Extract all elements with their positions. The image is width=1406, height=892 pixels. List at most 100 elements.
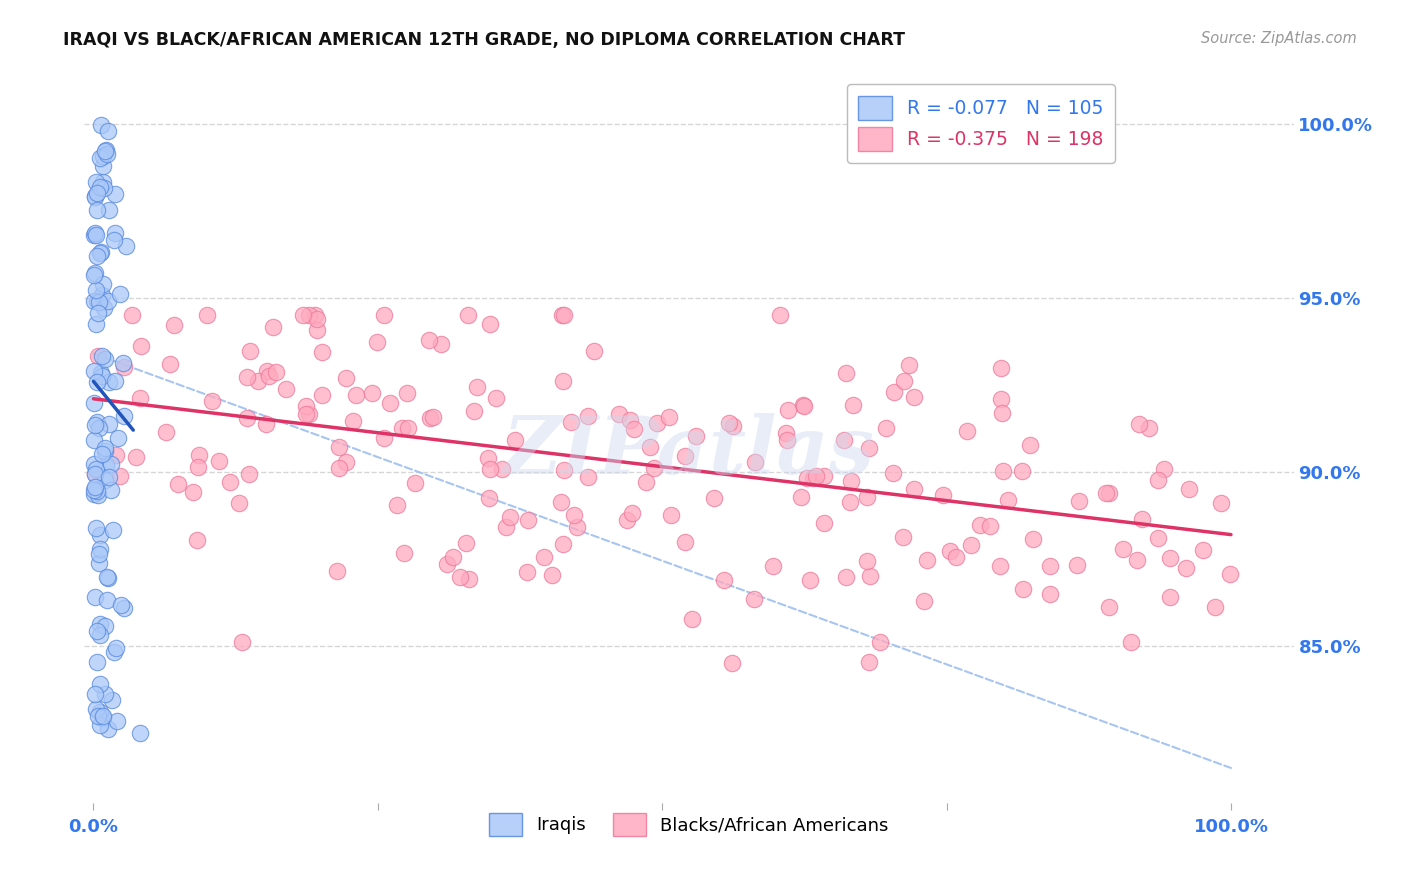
Point [1039,587,1062,601]
Point [264,365,287,379]
Point [859,569,882,583]
Point [436,558,458,572]
Point [274,382,297,396]
Point [89,295,111,310]
Point [636,475,658,489]
Text: ZIPatlas: ZIPatlas [503,413,875,491]
Point [945,550,967,565]
Point [83,457,105,471]
Point [463,404,485,418]
Point [108,468,131,483]
Point [100,483,122,497]
Point [562,508,585,522]
Point [325,564,347,578]
Point [97,124,120,138]
Point [112,409,135,424]
Point [256,417,278,431]
Point [796,471,818,485]
Point [717,416,740,430]
Point [477,491,499,506]
Point [83,483,105,497]
Point [83,480,105,494]
Point [1128,417,1150,432]
Point [107,714,129,728]
Point [1174,560,1197,574]
Point [84,418,107,433]
Point [659,508,682,522]
Point [328,440,350,454]
Point [112,601,135,615]
Point [673,535,696,549]
Point [1159,591,1181,605]
Point [89,627,111,641]
Text: Source: ZipAtlas.com: Source: ZipAtlas.com [1201,31,1357,46]
Point [499,510,522,524]
Point [94,458,117,473]
Point [104,226,127,240]
Point [883,384,905,399]
Point [623,422,645,436]
Point [769,308,792,322]
Point [155,425,177,439]
Point [1153,462,1175,476]
Point [86,415,108,429]
Point [776,433,799,447]
Point [311,388,333,402]
Point [553,308,575,322]
Point [991,464,1014,478]
Point [262,319,284,334]
Point [108,286,131,301]
Point [550,308,572,322]
Point [208,454,231,468]
Point [839,474,862,488]
Point [477,450,499,465]
Point [449,570,471,584]
Point [550,495,572,509]
Point [90,118,112,132]
Point [979,519,1001,533]
Point [84,189,107,203]
Point [83,227,105,242]
Point [96,592,118,607]
Point [856,491,879,505]
Point [105,448,128,462]
Point [1137,421,1160,435]
Point [792,398,814,412]
Point [1219,566,1241,581]
Point [295,407,318,421]
Point [1011,464,1033,478]
Point [89,528,111,542]
Point [893,375,915,389]
Point [419,411,441,425]
Point [387,499,409,513]
Point [186,533,208,548]
Point [441,549,464,564]
Point [842,398,865,412]
Point [84,461,107,475]
Point [163,318,186,332]
Point [86,655,108,669]
Point [91,368,114,383]
Point [553,462,575,476]
Point [762,558,785,573]
Point [858,655,880,669]
Point [839,495,862,509]
Point [305,323,328,337]
Point [89,705,111,719]
Point [422,409,444,424]
Point [98,203,121,218]
Point [86,249,108,263]
Point [897,358,920,372]
Point [84,283,107,297]
Point [673,449,696,463]
Point [94,144,117,158]
Point [582,343,605,358]
Point [1012,582,1035,596]
Point [893,530,915,544]
Point [94,443,117,458]
Point [97,722,120,736]
Point [856,554,879,568]
Point [97,375,120,389]
Point [247,374,270,388]
Point [86,293,108,308]
